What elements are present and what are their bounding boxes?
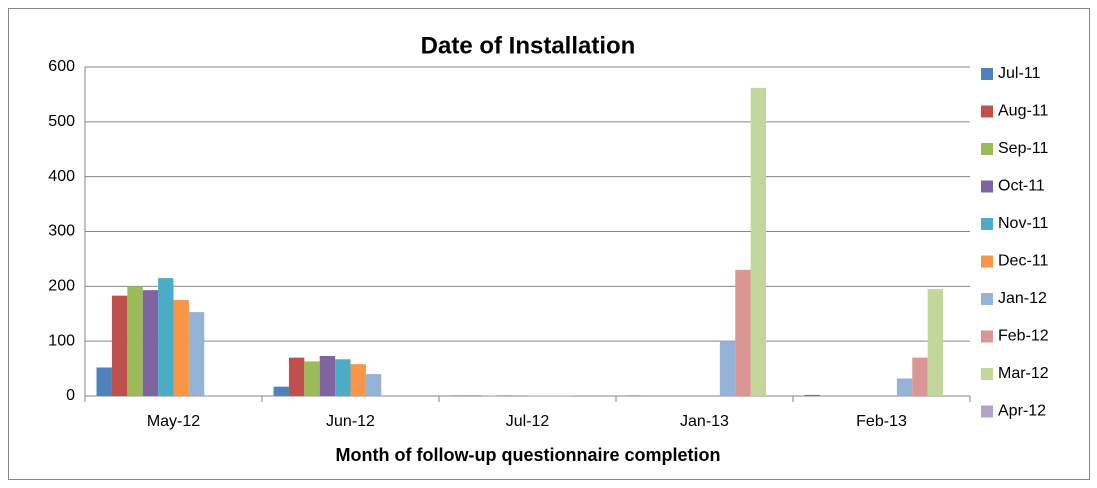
bar	[365, 374, 382, 396]
bar	[335, 359, 351, 396]
x-tick-label: Jan-13	[680, 413, 729, 430]
legend-swatch	[981, 293, 993, 305]
y-tick-label: 500	[48, 113, 75, 130]
legend-label: Oct-11	[998, 178, 1045, 195]
bar	[627, 395, 643, 396]
legend-swatch	[981, 68, 993, 80]
y-tick-label: 400	[48, 168, 75, 185]
legend-label: Dec-11	[998, 253, 1048, 270]
x-tick-label: Feb-13	[856, 413, 907, 430]
bar	[188, 312, 205, 396]
bar	[735, 269, 751, 396]
bar	[350, 364, 366, 396]
bar	[142, 290, 159, 396]
bar	[288, 357, 305, 396]
legend-swatch	[981, 405, 993, 418]
bar	[158, 278, 174, 396]
bar	[496, 395, 513, 396]
bar	[273, 386, 289, 396]
bar	[542, 395, 559, 396]
bar	[750, 87, 767, 396]
legend-swatch	[981, 255, 993, 268]
chart-title: Date of Installation	[421, 32, 636, 59]
bar	[512, 395, 528, 396]
legend-swatch	[981, 368, 993, 380]
legend-label: Aug-11	[998, 103, 1049, 120]
bar	[450, 395, 466, 396]
legend-label: Sep-11	[998, 140, 1049, 157]
y-tick-label: 0	[66, 387, 75, 404]
bar	[481, 395, 497, 396]
x-axis-label: Month of follow-up questionnaire complet…	[336, 445, 721, 465]
y-tick-label: 100	[48, 332, 75, 349]
legend-label: Feb-12	[998, 328, 1049, 345]
x-tick-label: Jul-12	[506, 413, 550, 430]
bar	[927, 289, 944, 396]
y-tick-label: 600	[48, 58, 75, 75]
chart-border	[8, 8, 1090, 480]
legend-swatch	[981, 330, 993, 343]
legend-label: Nov-11	[998, 215, 1048, 232]
x-tick-label: Jun-12	[326, 413, 375, 430]
y-tick-label: 200	[48, 278, 75, 295]
bar	[465, 395, 482, 396]
bar	[319, 355, 336, 396]
bar	[558, 395, 574, 396]
bar	[173, 300, 189, 396]
bar	[912, 357, 928, 396]
bar	[804, 394, 820, 396]
x-tick-label: May-12	[147, 413, 200, 430]
bar	[719, 341, 736, 396]
bar	[527, 395, 543, 396]
bar	[96, 367, 112, 396]
legend-swatch	[981, 180, 993, 193]
legend-swatch	[981, 105, 993, 118]
y-tick-label: 300	[48, 223, 75, 240]
legend-swatch	[981, 143, 993, 155]
bar	[304, 361, 320, 396]
legend-label: Mar-12	[998, 365, 1049, 382]
bar	[127, 286, 143, 396]
legend-swatch	[981, 218, 993, 230]
bar	[111, 295, 128, 396]
legend-label: Apr-12	[998, 403, 1046, 420]
legend-label: Jul-11	[998, 65, 1040, 82]
legend-label: Jan-12	[998, 290, 1047, 307]
bar	[896, 378, 913, 396]
